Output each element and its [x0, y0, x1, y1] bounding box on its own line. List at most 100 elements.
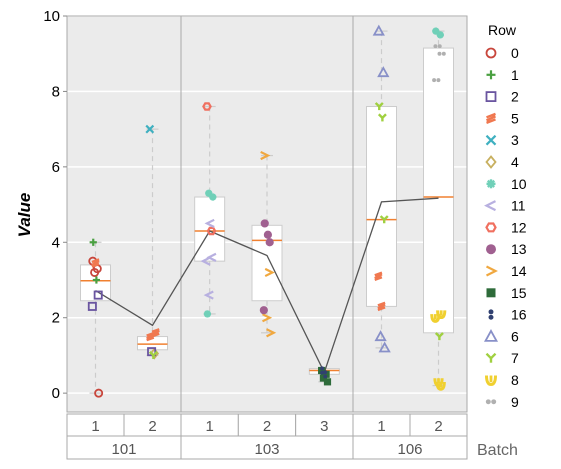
point-layer [87, 24, 447, 398]
legend-label-10: 10 [511, 176, 527, 192]
point-103-2-row13-1 [263, 230, 272, 239]
y-tick-label-6: 6 [52, 159, 60, 176]
point-106-2-row10-1 [436, 31, 444, 39]
point-103-1-row11-0 [204, 218, 215, 229]
point-101-2-row5-1 [146, 331, 155, 342]
x-tick-label-106-2: 2 [434, 418, 442, 435]
point-103-3-row15-3 [323, 378, 332, 386]
x-tick-label-101-2: 2 [148, 418, 156, 435]
y-tick-label-4: 4 [52, 234, 60, 251]
legend-symbol-10 [486, 179, 496, 189]
point-101-1-row5-0 [91, 258, 100, 268]
point-106-1-row5-0 [374, 271, 383, 281]
legend-label-15: 15 [511, 285, 527, 301]
axis-layer: 0 2 4 6 8 10 [43, 8, 67, 402]
y-tick-label-2: 2 [52, 310, 60, 327]
legend-label-9: 9 [511, 394, 519, 410]
x-tick-label-103-3: 3 [320, 418, 328, 435]
point-103-2-row14-0 [260, 150, 271, 161]
point-106-2-row8-1 [430, 314, 441, 323]
panel-bg-101 [67, 16, 181, 412]
point-101-1-row1-1 [92, 276, 100, 284]
legend-label-3: 3 [511, 132, 519, 148]
legend-symbol-15 [486, 288, 496, 298]
point-103-1-row12-1 [206, 226, 217, 236]
point-106-1-row7-0 [374, 102, 384, 111]
legend-title: Row [488, 22, 517, 38]
point-106-2-row9-1 [437, 51, 446, 56]
point-106-1-row6-1 [377, 66, 390, 78]
legend-label-8: 8 [511, 372, 519, 388]
point-103-3-row15-0 [318, 366, 326, 375]
point-101-1-row2-0 [93, 290, 103, 300]
legend-label-1: 1 [511, 67, 519, 83]
point-103-1-row10-2 [203, 310, 212, 318]
point-106-1-row6-0 [372, 24, 385, 36]
legend-symbol-16 [488, 309, 494, 320]
point-101-2-row3-0 [145, 124, 155, 134]
x-tick-label-103-2: 2 [263, 418, 271, 435]
x-tick-label-101-1: 1 [91, 418, 99, 435]
point-106-2-row7-0 [434, 332, 444, 341]
y-tick-label-0: 0 [52, 385, 60, 402]
x-axis-label: Batch [477, 442, 518, 459]
legend-label-0: 0 [511, 45, 519, 61]
point-103-2-row13-2 [265, 238, 274, 247]
point-103-1-row11-2 [200, 256, 211, 266]
legend-symbol-1 [486, 70, 496, 80]
legend-label-2: 2 [511, 89, 519, 105]
y-tick-label-10: 10 [43, 8, 60, 25]
strip-layer: 1 2 101 1 2 3 103 1 2 106 [66, 413, 468, 460]
legend-label-7: 7 [511, 350, 519, 366]
point-103-3-row15-1 [322, 370, 330, 378]
point-103-3-row15-2 [319, 374, 328, 382]
point-101-1-row2-1 [87, 301, 97, 311]
point-106-2-row9-0 [433, 44, 442, 49]
legend-label-13: 13 [511, 241, 527, 257]
legend-symbol-6 [483, 329, 499, 342]
legend-symbol-4 [485, 155, 497, 169]
point-106-2-row9-2 [432, 78, 441, 83]
legend-symbol-0 [485, 47, 497, 59]
point-106-2-row8-0 [436, 310, 447, 320]
point-103-2-row14-2 [262, 313, 273, 323]
mean-line [95, 197, 439, 375]
legend-label-16: 16 [511, 307, 527, 323]
point-103-2-row14-3 [266, 328, 277, 338]
legend-symbol-8 [485, 375, 497, 387]
legend-label-4: 4 [511, 154, 519, 170]
legend-label-11: 11 [511, 198, 526, 214]
legend-symbol-7 [485, 352, 497, 363]
legend-symbol-2 [485, 91, 497, 102]
mean-layer [95, 197, 439, 375]
batch-label-106: 106 [397, 441, 422, 458]
box-106-2 [423, 47, 454, 334]
x-tick-label-103-1: 1 [205, 418, 213, 435]
panel-layer [66, 15, 468, 413]
legend-symbol-11 [484, 200, 496, 212]
point-106-1-row6-3 [378, 341, 391, 353]
legend-symbol-3 [485, 134, 497, 146]
point-101-1-row1-0 [89, 238, 97, 246]
point-103-2-row13-0 [260, 219, 269, 228]
point-106-1-row6-2 [374, 330, 387, 342]
point-103-1-row12-0 [202, 102, 212, 111]
point-103-3-row16-0 [320, 366, 325, 375]
panel-border-106 [352, 15, 468, 413]
point-106-2-row10-0 [432, 27, 440, 35]
point-106-1-row7-2 [379, 215, 389, 224]
point-103-2-row14-1 [264, 267, 275, 278]
legend-symbol-13 [486, 244, 496, 255]
point-103-2-row13-3 [259, 306, 268, 315]
y-tick-label-8: 8 [52, 83, 60, 100]
x-tick-label-106-1: 1 [377, 418, 385, 435]
point-106-2-row8-3 [435, 381, 446, 391]
legend-symbol-5 [486, 112, 496, 125]
point-106-1-row7-1 [377, 113, 387, 122]
point-101-1-row0-3 [94, 388, 104, 398]
legend-symbol-14 [486, 265, 498, 277]
point-103-1-row11-3 [203, 290, 214, 300]
legend-label-6: 6 [511, 328, 519, 344]
